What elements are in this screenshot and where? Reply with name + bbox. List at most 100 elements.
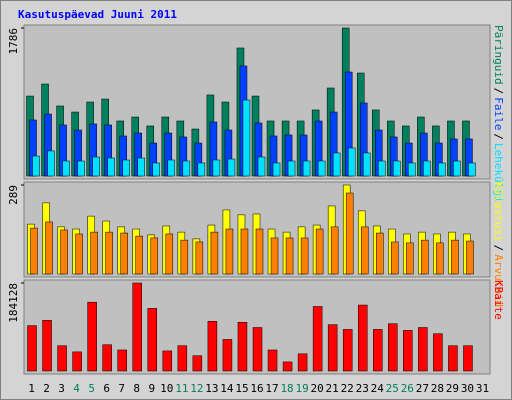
bar — [285, 237, 294, 275]
bar — [102, 344, 112, 372]
bar — [418, 327, 428, 372]
bar — [436, 242, 444, 275]
bar — [451, 239, 459, 275]
x-tick-label: 21 — [326, 382, 339, 395]
bar — [406, 242, 414, 275]
x-tick-label: 6 — [103, 382, 110, 395]
bar — [207, 321, 218, 372]
bar — [87, 301, 97, 372]
x-tick-label: 5 — [88, 382, 95, 395]
bar — [393, 160, 401, 177]
bar — [210, 231, 219, 275]
bar — [342, 329, 353, 372]
bar — [197, 162, 206, 177]
bar — [107, 157, 115, 177]
bar — [317, 160, 326, 177]
y-tick-label: 1786 — [7, 28, 20, 55]
bar — [165, 233, 174, 275]
x-tick-label: 30 — [461, 382, 474, 395]
bar — [237, 322, 248, 372]
bar — [423, 160, 431, 177]
chart-title: Kasutuspäevad Juuni 2011 — [18, 8, 177, 21]
bar — [315, 228, 324, 275]
bar — [403, 330, 413, 372]
legend-entry: Lehekülgi — [492, 143, 505, 203]
bar — [388, 323, 398, 372]
bar — [72, 351, 82, 372]
bar — [257, 156, 266, 177]
bar — [408, 162, 416, 177]
bar — [255, 228, 264, 275]
bar — [105, 231, 113, 275]
bar — [227, 158, 236, 177]
x-tick-label: 3 — [58, 382, 65, 395]
bar — [195, 241, 204, 275]
bar — [330, 226, 339, 275]
x-tick-label: 29 — [446, 382, 459, 395]
bar — [182, 160, 191, 177]
bar — [240, 228, 249, 275]
bar — [466, 240, 474, 275]
bar — [132, 282, 142, 372]
x-tick-label: 18 — [280, 382, 293, 395]
x-tick-label: 22 — [341, 382, 354, 395]
bar — [252, 327, 263, 372]
legend-entry: Päringuid — [492, 25, 505, 85]
y-tick-label: 184128 — [7, 283, 20, 323]
bar — [357, 304, 368, 372]
bar — [90, 231, 98, 275]
bar — [468, 162, 476, 177]
bar — [270, 237, 279, 275]
bar — [272, 162, 281, 177]
bar — [242, 99, 251, 177]
x-tick-label: 31 — [476, 382, 489, 395]
bar — [433, 333, 443, 372]
bar — [347, 147, 356, 177]
x-tick-label: 20 — [311, 382, 324, 395]
x-tick-label: 10 — [160, 382, 173, 395]
bar — [267, 349, 278, 372]
bar — [60, 229, 68, 275]
bar — [222, 339, 233, 372]
legend-entry: Külastusi — [492, 182, 505, 242]
bar — [27, 325, 37, 372]
bar — [57, 345, 67, 372]
bar — [180, 239, 189, 275]
x-tick-label: 12 — [190, 382, 203, 395]
bar — [120, 232, 128, 275]
x-tick-label: 9 — [148, 382, 155, 395]
legend: KBaite — [492, 280, 505, 320]
bar — [192, 355, 203, 372]
bar — [438, 162, 446, 177]
bar — [167, 159, 176, 177]
bar — [135, 235, 143, 275]
x-tick-label: 2 — [43, 382, 50, 395]
bar — [297, 353, 308, 372]
bar — [137, 157, 145, 177]
bar — [150, 237, 159, 275]
x-tick-label: 1 — [28, 382, 35, 395]
bar — [448, 345, 458, 372]
bar — [282, 361, 293, 372]
bar — [62, 160, 70, 177]
x-tick-label: 4 — [73, 382, 80, 395]
legend-entry: Faile — [492, 97, 505, 130]
x-tick-label: 26 — [401, 382, 414, 395]
bar — [391, 241, 399, 275]
bar — [345, 192, 354, 275]
legend-entry: Arvuteid — [492, 254, 505, 307]
x-tick-label: 24 — [371, 382, 385, 395]
bar — [32, 155, 40, 177]
x-tick-label: 17 — [265, 382, 278, 395]
legend-entry: KBaite — [492, 280, 505, 320]
x-tick-label: 19 — [295, 382, 308, 395]
bar — [463, 345, 473, 372]
bar — [300, 237, 309, 275]
legend: Külastusi / Arvuteid — [492, 182, 505, 307]
bar — [47, 150, 55, 177]
legend: Päringuid / Faile / Lehekülgi — [492, 25, 505, 203]
bar — [376, 232, 384, 275]
bar — [312, 306, 323, 372]
x-tick-label: 15 — [235, 382, 248, 395]
